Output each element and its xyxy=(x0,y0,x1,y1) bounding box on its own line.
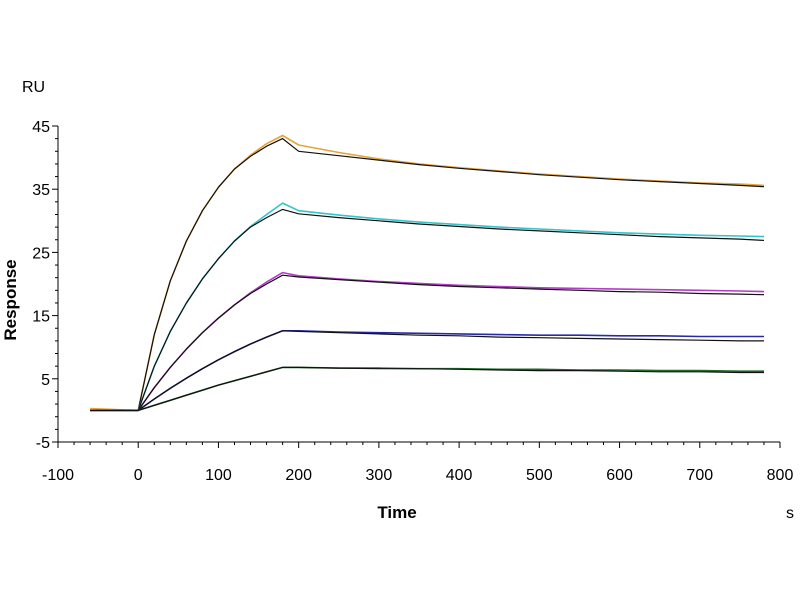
fit-line-2 xyxy=(90,208,765,411)
x-tick-label: 400 xyxy=(446,467,473,484)
x-tick-label: 600 xyxy=(606,467,633,484)
y-tick-label: 15 xyxy=(32,309,50,326)
y-unit-label: RU xyxy=(22,79,45,96)
fit-line-4 xyxy=(90,330,764,411)
series-group xyxy=(90,134,765,412)
series-line-5 xyxy=(90,366,764,412)
series-line-2 xyxy=(90,202,765,412)
x-tick-label: 500 xyxy=(526,467,553,484)
series-line-3 xyxy=(90,271,765,412)
y-tick-label: 45 xyxy=(32,119,50,136)
fit-line-1 xyxy=(90,138,765,411)
x-tick-label: 0 xyxy=(134,467,143,484)
y-tick-label: 5 xyxy=(41,372,50,389)
fit-line-5 xyxy=(90,366,764,411)
y-ticks: -5 5 15 25 35 45 xyxy=(32,119,58,452)
y-tick-label: 35 xyxy=(32,182,50,199)
x-tick-label: 300 xyxy=(366,467,393,484)
x-tick-label: 700 xyxy=(686,467,713,484)
x-ticks: -100 0 100 200 300 400 500 600 700 800 xyxy=(42,442,793,484)
x-tick-label: 800 xyxy=(767,467,794,484)
x-unit-label: s xyxy=(786,505,794,522)
y-tick-label: -5 xyxy=(36,435,50,452)
x-tick-label: -100 xyxy=(42,467,74,484)
y-tick-label: 25 xyxy=(32,245,50,262)
x-tick-label: 100 xyxy=(205,467,232,484)
axes xyxy=(57,126,780,443)
x-axis-title: Time xyxy=(377,503,416,522)
y-axis-title: Response xyxy=(1,259,20,340)
fit-line-3 xyxy=(90,274,765,411)
x-tick-label: 200 xyxy=(285,467,312,484)
